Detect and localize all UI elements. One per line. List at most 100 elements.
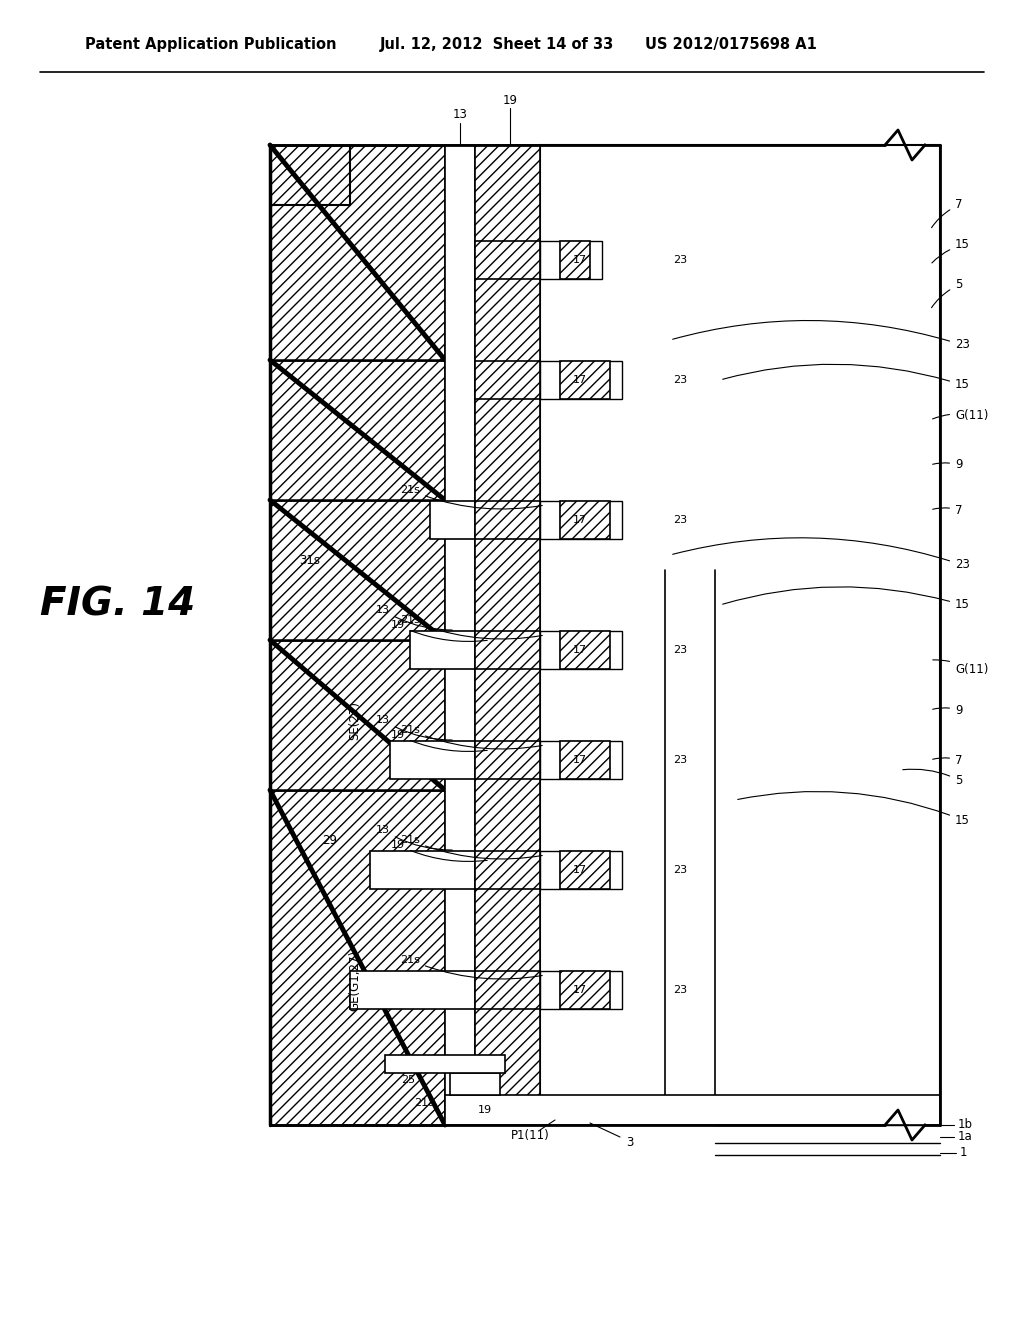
Text: 7: 7 (933, 754, 963, 767)
Text: 15: 15 (737, 792, 970, 826)
Bar (270, 360, 445, 500)
Bar (560, 851, 622, 888)
Text: 7: 7 (933, 503, 963, 516)
Text: 23: 23 (673, 321, 970, 351)
Bar (540, 145, 940, 1125)
Bar (350, 972, 475, 1008)
Bar (560, 502, 610, 539)
Text: 13: 13 (453, 108, 467, 121)
Bar (270, 640, 445, 789)
Bar (475, 242, 540, 279)
Text: 15: 15 (723, 587, 970, 611)
Bar (270, 145, 445, 360)
Text: 23: 23 (673, 645, 687, 655)
Text: SE(27): SE(27) (348, 701, 361, 739)
Text: 15: 15 (932, 239, 970, 263)
Bar (410, 631, 475, 669)
Bar (560, 741, 610, 779)
Bar (475, 972, 540, 1008)
Bar (560, 851, 610, 888)
Text: 23: 23 (673, 375, 687, 385)
Text: 13: 13 (376, 825, 453, 850)
Text: 9: 9 (933, 704, 963, 717)
Text: 1: 1 (961, 1147, 968, 1159)
Text: 21s: 21s (400, 725, 543, 748)
Text: 17: 17 (573, 755, 587, 766)
Text: 23: 23 (673, 515, 687, 525)
Bar (475, 851, 540, 888)
Bar (540, 972, 560, 1008)
Bar (445, 1096, 940, 1125)
Bar (560, 242, 590, 279)
Text: 21s: 21s (400, 954, 543, 979)
Text: 23: 23 (673, 985, 687, 995)
Bar (475, 502, 540, 539)
Text: 15: 15 (723, 364, 970, 392)
Text: 13: 13 (376, 715, 453, 741)
Text: 29: 29 (323, 833, 338, 846)
Bar (430, 502, 475, 539)
Text: 17: 17 (573, 985, 587, 995)
Text: 31s: 31s (299, 553, 321, 566)
Bar (560, 741, 622, 779)
Bar (540, 851, 560, 888)
Text: 23: 23 (673, 865, 687, 875)
Text: 7: 7 (932, 198, 963, 227)
Bar (385, 1055, 505, 1073)
Text: 17: 17 (573, 375, 587, 385)
Bar (560, 242, 602, 279)
Text: P1(11): P1(11) (511, 1129, 549, 1142)
Text: G(11): G(11) (933, 660, 988, 676)
Bar (560, 502, 622, 539)
Text: 21a: 21a (414, 1098, 435, 1107)
Text: 21s: 21s (400, 615, 543, 639)
Bar (450, 1073, 500, 1096)
Bar (270, 789, 445, 1125)
Text: 1a: 1a (958, 1130, 973, 1143)
Text: US 2012/0175698 A1: US 2012/0175698 A1 (645, 37, 817, 53)
Text: 17: 17 (573, 645, 587, 655)
Bar (390, 741, 475, 779)
Bar (540, 631, 560, 669)
Text: 17: 17 (573, 255, 587, 265)
Bar (445, 145, 475, 1125)
Text: 13: 13 (376, 605, 453, 630)
Text: 21s: 21s (400, 484, 543, 510)
Bar (475, 145, 540, 1125)
Bar (540, 502, 560, 539)
Bar (370, 851, 475, 888)
Bar (475, 360, 540, 399)
Text: 23: 23 (673, 255, 687, 265)
Bar (560, 631, 610, 669)
Text: 19: 19 (503, 94, 517, 107)
Text: 17: 17 (573, 865, 587, 875)
Text: 23: 23 (673, 537, 970, 572)
Bar (475, 631, 540, 669)
Bar (270, 500, 445, 640)
Text: 19: 19 (391, 840, 487, 862)
Text: Jul. 12, 2012  Sheet 14 of 33: Jul. 12, 2012 Sheet 14 of 33 (380, 37, 614, 53)
Text: 23: 23 (673, 755, 687, 766)
Text: 19: 19 (391, 730, 487, 751)
Bar (560, 360, 622, 399)
Text: 19: 19 (478, 1105, 493, 1115)
Text: Patent Application Publication: Patent Application Publication (85, 37, 337, 53)
Bar (475, 741, 540, 779)
Text: 19: 19 (391, 620, 487, 642)
Text: 5: 5 (903, 770, 963, 787)
Text: 1b: 1b (958, 1118, 973, 1131)
Text: 25: 25 (400, 1074, 415, 1085)
Text: G(11): G(11) (933, 408, 988, 421)
Text: GE(G1,27): GE(G1,27) (348, 949, 361, 1011)
Text: 9: 9 (933, 458, 963, 471)
Bar (540, 741, 560, 779)
Bar (270, 145, 940, 1125)
Bar (540, 360, 560, 399)
Bar (560, 972, 622, 1008)
Bar (560, 972, 610, 1008)
Text: 21s: 21s (400, 836, 543, 859)
Text: 3: 3 (627, 1137, 634, 1150)
Text: FIG. 14: FIG. 14 (40, 586, 196, 624)
Bar (560, 631, 622, 669)
Text: 5: 5 (932, 279, 963, 308)
